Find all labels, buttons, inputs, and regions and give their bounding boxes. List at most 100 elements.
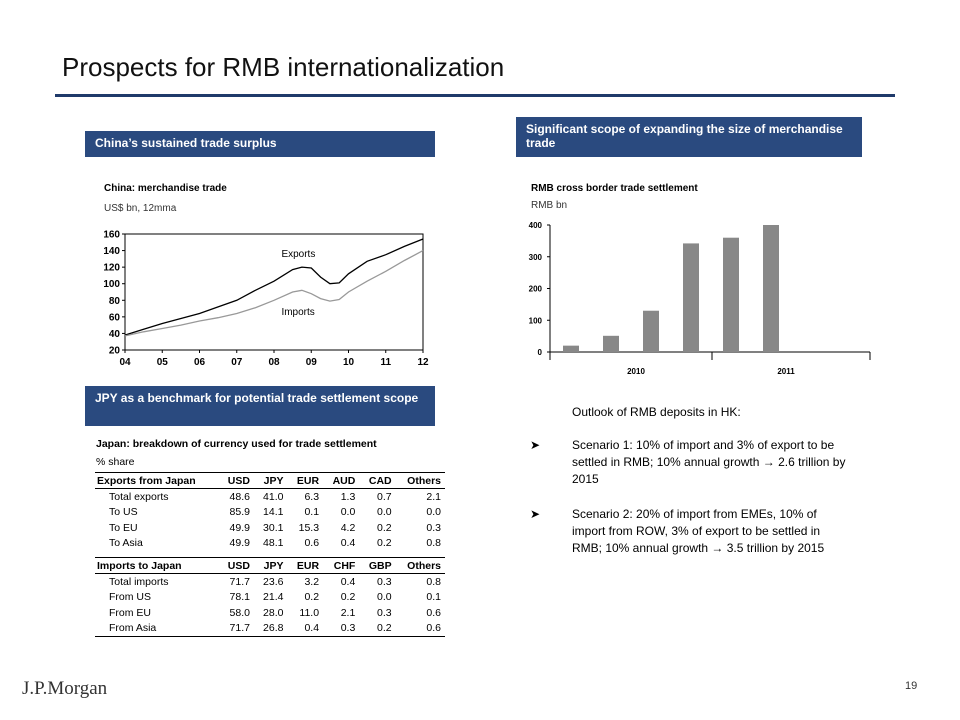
table-cell: Total imports — [109, 576, 169, 589]
table-row: Total exports 48.6 41.0 6.3 1.3 0.7 2.1 — [95, 489, 445, 505]
table-cell: 15.3 — [298, 521, 320, 534]
table-cell: 0.2 — [304, 591, 320, 604]
bar — [683, 243, 699, 352]
outlook-text-block: Outlook of RMB deposits in HK: ➤ Scenari… — [530, 404, 850, 557]
table-cell: 0.0 — [426, 506, 441, 519]
jpmorgan-logo: J.P.Morgan — [22, 678, 108, 699]
rmb-settlement-bar-chart: 0 100 200 300 400 2010 2011 — [529, 221, 871, 376]
plot-frame — [124, 233, 424, 351]
y-tick-label: 100 — [529, 316, 543, 325]
table-cell: 0.3 — [426, 521, 441, 534]
y-tick-label: 100 — [103, 279, 120, 290]
header-cell: GBP — [359, 556, 396, 575]
table-cell: 3.2 — [304, 576, 320, 589]
table-cell: 0.6 — [426, 606, 441, 619]
bar-chart-subtitle: RMB bn — [531, 200, 568, 211]
table-cell: 2.1 — [340, 606, 356, 619]
header-cell: EUR — [287, 556, 324, 575]
imports-header-row: Imports to Japan USD JPY EUR CHF GBP Oth… — [95, 556, 445, 575]
x-tick-label: 04 — [119, 357, 131, 368]
japan-table-title: Japan: breakdown of currency used for tr… — [96, 438, 377, 450]
table-cell: From Asia — [95, 620, 219, 637]
header-cell: AUD — [323, 471, 360, 490]
exports-header-row: Exports from Japan USD JPY EUR AUD CAD O… — [95, 471, 445, 490]
bar-chart-title: RMB cross border trade settlement — [531, 183, 698, 194]
y-tick-label: 60 — [109, 312, 121, 323]
table-cell: 0.8 — [426, 537, 441, 550]
table-cell: 0.4 — [340, 576, 356, 589]
y-tick-label: 20 — [109, 346, 121, 357]
table-cell: 0.1 — [426, 591, 441, 604]
bar — [603, 335, 619, 352]
header-cell: Others — [395, 471, 445, 490]
table-cell: 0.2 — [340, 591, 356, 604]
y-tick-label: 80 — [109, 296, 121, 307]
section-header-jpy-benchmark: JPY as a benchmark for potential trade s… — [85, 386, 435, 426]
table-cell: 48.6 — [229, 491, 250, 504]
table-cell: 85.9 — [229, 506, 250, 519]
table-cell: 1.3 — [340, 491, 356, 504]
page-title: Prospects for RMB internationalization — [62, 52, 505, 82]
table-cell: 28.0 — [263, 606, 284, 619]
header-cell: Others — [395, 556, 445, 575]
table-cell: 71.7 — [229, 576, 250, 589]
header-cell: Imports to Japan — [95, 556, 219, 575]
header-cell: Exports from Japan — [95, 471, 219, 490]
bar — [723, 237, 739, 352]
table-row: To Asia 49.9 48.1 0.6 0.4 0.2 0.8 — [95, 536, 445, 551]
table-cell: 0.6 — [395, 620, 445, 637]
table-cell: 30.1 — [263, 521, 284, 534]
table-cell: 23.6 — [263, 576, 284, 589]
header-cell: CAD — [359, 471, 396, 490]
arrow-bullet-icon: ➤ — [530, 438, 541, 452]
header-cell: USD — [218, 471, 254, 490]
table-cell: 0.2 — [377, 537, 392, 550]
bar — [643, 310, 659, 352]
table-row: Total imports 71.7 23.6 3.2 0.4 0.3 0.8 — [95, 574, 445, 590]
x-tick-label: 06 — [194, 357, 206, 368]
y-tick-label: 400 — [529, 221, 543, 230]
x-tick-label: 07 — [231, 357, 243, 368]
table-cell: 49.9 — [229, 537, 250, 550]
page-number: 19 — [905, 680, 918, 692]
x-tick-label: 10 — [343, 357, 355, 368]
merchandise-trade-line-chart: 20 40 60 80 100 120 140 160 04 05 06 07 08 09 10 11 12 Ex… — [103, 230, 429, 369]
table-cell: Total exports — [109, 491, 169, 504]
japan-table-unit: % share — [96, 456, 135, 468]
line-chart-title: China: merchandise trade — [104, 183, 227, 194]
table-row: To EU 49.9 30.1 15.3 4.2 0.2 0.3 — [95, 520, 445, 535]
table-cell: 49.9 — [229, 521, 250, 534]
x-group-label: 2011 — [777, 367, 795, 376]
table-row: From US 78.1 21.4 0.2 0.2 0.0 0.1 — [95, 590, 445, 605]
title-divider — [55, 94, 895, 97]
series-line-exports — [124, 238, 424, 336]
table-cell: 78.1 — [229, 591, 250, 604]
x-tick-label: 09 — [306, 357, 318, 368]
y-tick-label: 120 — [103, 263, 120, 274]
table-cell: 0.6 — [304, 537, 320, 550]
table-cell: To EU — [109, 521, 138, 534]
outlook-heading: Outlook of RMB deposits in HK: — [572, 405, 741, 419]
table-cell: To Asia — [109, 537, 143, 550]
table-cell: 0.4 — [340, 537, 356, 550]
section-header-trade-surplus: China’s sustained trade surplus — [85, 131, 435, 157]
table-cell: 0.0 — [340, 506, 356, 519]
table-cell: To US — [109, 506, 138, 519]
header-cell: CHF — [323, 556, 360, 575]
table-cell: 11.0 — [299, 606, 320, 619]
x-tick-label: 11 — [380, 357, 391, 368]
bar — [563, 345, 579, 352]
table-cell: 48.1 — [263, 537, 284, 550]
bullet-item: ➤ Scenario 1: 10% of import and 3% of ex… — [530, 437, 850, 488]
x-group-label: 2010 — [627, 367, 645, 376]
arrow-bullet-icon: ➤ — [530, 507, 541, 521]
table-cell: 0.7 — [377, 491, 392, 504]
table-cell: From US — [109, 591, 151, 604]
y-tick-label: 0 — [538, 348, 543, 357]
table-cell: 2.1 — [426, 491, 441, 504]
bullet-text: Scenario 1: 10% of import and 3% of expo… — [572, 438, 846, 486]
x-tick-label: 12 — [417, 357, 429, 368]
y-tick-label: 200 — [529, 285, 543, 294]
table-row: From EU 58.0 28.0 11.0 2.1 0.3 0.6 — [95, 605, 445, 620]
x-tick-label: 05 — [157, 357, 169, 368]
